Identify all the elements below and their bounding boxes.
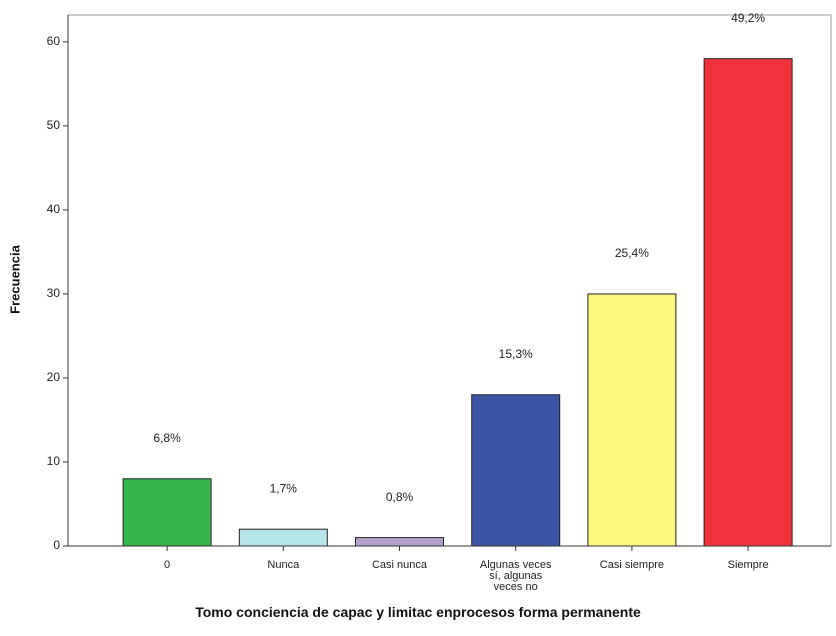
y-tick-label: 20 <box>47 370 61 384</box>
y-tick-label: 30 <box>47 286 61 300</box>
x-tick-label: Nunca <box>267 559 300 571</box>
y-tick-label: 40 <box>47 202 61 216</box>
bar <box>238 528 328 547</box>
x-tick-label: 0 <box>164 559 171 571</box>
bar <box>471 394 561 547</box>
bar <box>355 537 444 547</box>
x-tick-label: Casi nunca <box>371 559 428 571</box>
y-tick-label: 10 <box>47 454 61 468</box>
percent-label: 0,8% <box>386 490 414 504</box>
x-axis-title: Tomo conciencia de capac y limitac enpro… <box>195 604 641 620</box>
x-tick-label: Siempre <box>727 559 769 571</box>
percent-label: 25,4% <box>615 246 649 260</box>
percent-label: 1,7% <box>270 481 298 495</box>
x-tick-label: Algunas veces sí, algunas veces no <box>479 559 552 593</box>
y-tick-label: 50 <box>47 118 61 132</box>
bar <box>703 58 793 547</box>
percent-label: 6,8% <box>153 431 181 445</box>
y-tick-label: 60 <box>47 34 61 48</box>
y-tick-label: 0 <box>53 538 60 552</box>
percent-label: 49,2% <box>731 11 765 25</box>
bar <box>587 293 677 547</box>
percent-label: 15,3% <box>499 347 533 361</box>
x-tick-label: Casi siempre <box>599 559 664 571</box>
bar <box>122 478 212 547</box>
y-axis-title: Frecuencia <box>7 245 23 314</box>
